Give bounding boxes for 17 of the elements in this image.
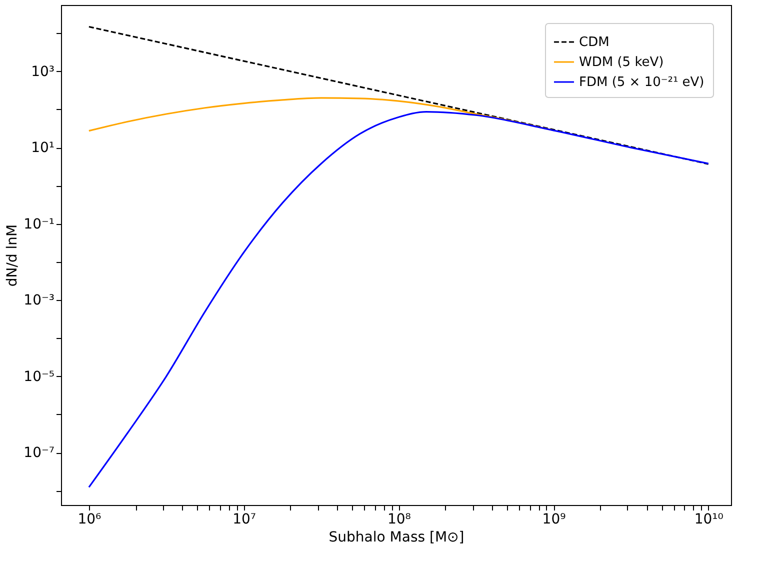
x-axis-title: Subhalo Mass [M⊙] — [328, 530, 464, 546]
line-series — [88, 26, 710, 165]
y-tick-label: 10⁻³ — [24, 292, 54, 309]
legend-label: WDM (5 keV) — [579, 55, 664, 70]
y-tick-label: 10⁻⁷ — [24, 445, 54, 462]
y-tick-label: 10⁻¹ — [24, 216, 54, 232]
legend-label: CDM — [579, 35, 610, 50]
x-tick-label: 10⁶ — [78, 512, 102, 528]
y-axis-title: dN/d lnM — [4, 224, 21, 287]
x-tick-label: 10¹⁰ — [694, 512, 724, 528]
x-tick-label: 10⁷ — [232, 512, 256, 528]
y-tick-label: 10⁻⁵ — [24, 368, 54, 385]
x-tick-label: 10⁹ — [542, 512, 566, 528]
y-tick-label: 10¹ — [31, 140, 54, 156]
x-tick-label: 10⁸ — [387, 512, 412, 528]
legend-label: FDM (5 × 10⁻²¹ eV) — [579, 75, 704, 90]
y-tick-label: 10³ — [31, 64, 54, 80]
